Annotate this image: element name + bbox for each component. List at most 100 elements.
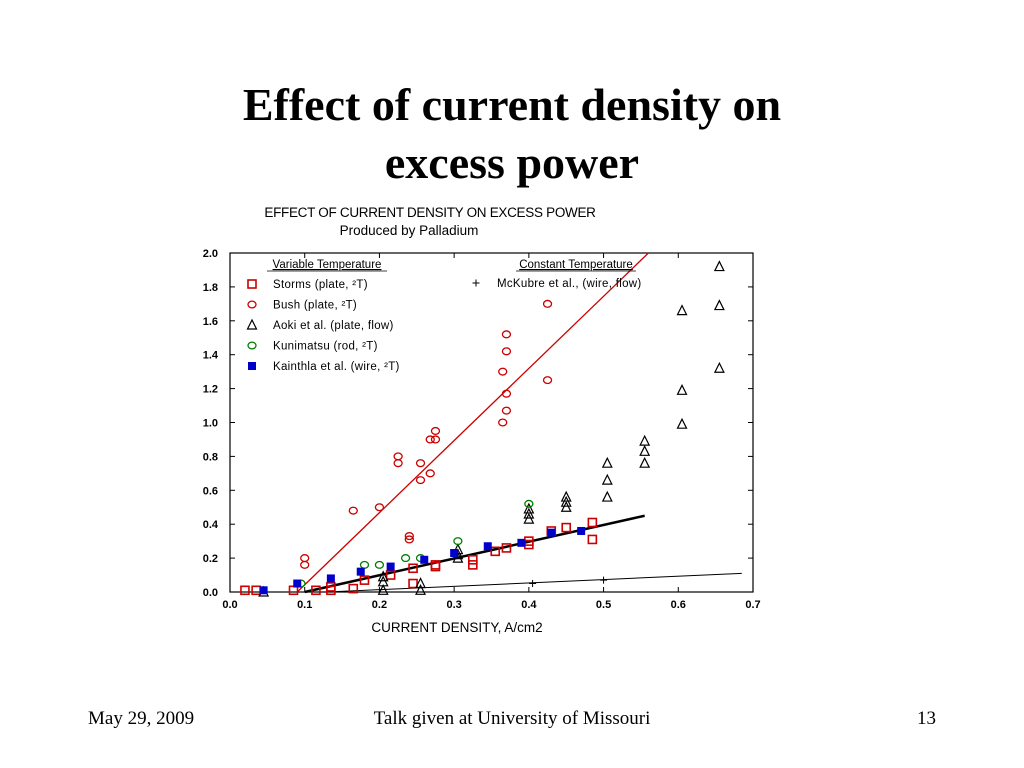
data-point xyxy=(400,554,411,563)
data-point xyxy=(561,522,572,533)
data-point xyxy=(468,554,478,565)
data-point xyxy=(587,517,598,528)
data-point xyxy=(601,456,613,468)
data-point xyxy=(251,585,261,596)
data-point xyxy=(415,476,426,485)
x-tick-label: 0.6 xyxy=(671,599,686,611)
data-point xyxy=(577,526,586,535)
legend-heading: Constant Temperature xyxy=(519,259,633,271)
data-point xyxy=(498,418,508,427)
data-point xyxy=(356,567,365,576)
data-point xyxy=(311,585,321,596)
data-point xyxy=(639,456,651,468)
data-point xyxy=(547,528,556,537)
slide-title-line-1: Effect of current density on xyxy=(242,79,782,130)
data-point xyxy=(300,554,310,563)
data-point xyxy=(560,490,572,502)
data-point xyxy=(676,417,688,429)
x-tick-label: 0.4 xyxy=(521,599,537,611)
data-point xyxy=(676,304,688,316)
fit-line xyxy=(304,514,645,594)
data-point xyxy=(393,459,403,468)
y-tick-label: 1.4 xyxy=(203,350,219,362)
data-point xyxy=(385,570,396,580)
data-point xyxy=(452,551,464,563)
data-point xyxy=(587,534,598,545)
data-point xyxy=(240,585,250,596)
legend: Variable Temperature Constant Temperature… xyxy=(246,259,642,373)
x-tick-label: 0.1 xyxy=(297,599,312,611)
data-point xyxy=(483,542,492,551)
data-point xyxy=(453,537,463,546)
data-point xyxy=(501,543,512,553)
data-point xyxy=(501,347,512,356)
data-point xyxy=(529,580,537,588)
data-point xyxy=(490,546,501,557)
legend-marker xyxy=(472,279,480,287)
data-point xyxy=(600,576,608,584)
data-point xyxy=(348,583,359,594)
data-point xyxy=(542,299,553,308)
data-point xyxy=(430,561,441,572)
data-point xyxy=(501,330,512,339)
y-tick-label: 0.8 xyxy=(203,451,218,463)
data-point xyxy=(524,499,534,508)
fit-line xyxy=(296,252,649,593)
data-point xyxy=(501,406,512,415)
data-point xyxy=(468,560,478,570)
excess-power-chart: EFFECT OF CURRENT DENSITY ON EXCESS POWE… xyxy=(203,205,761,635)
chart-subtitle: Produced by Palladium xyxy=(340,223,479,238)
data-point xyxy=(377,570,389,582)
y-tick-label: 0.4 xyxy=(203,519,219,531)
data-point xyxy=(425,469,435,478)
data-point xyxy=(293,579,302,588)
y-tick-label: 0.2 xyxy=(203,553,218,565)
data-point xyxy=(348,506,358,515)
data-point xyxy=(415,583,426,595)
legend-label: Aoki et al. (plate, flow) xyxy=(273,320,394,332)
chart-title: EFFECT OF CURRENT DENSITY ON EXCESS POWE… xyxy=(264,205,596,220)
axis-ticks xyxy=(229,252,754,593)
data-point xyxy=(404,535,414,544)
x-tick-label: 0.5 xyxy=(596,599,611,611)
data-point xyxy=(377,583,389,595)
data-points xyxy=(240,260,725,597)
data-point xyxy=(386,562,395,571)
data-point xyxy=(498,367,508,376)
slide-title: Effect of current density on excess powe… xyxy=(0,76,1024,192)
fit-line xyxy=(327,572,742,593)
data-point xyxy=(374,503,385,512)
x-tick-labels: 0.0 0.1 0.2 0.3 0.4 0.5 0.6 0.7 xyxy=(222,599,760,611)
data-point xyxy=(601,490,613,502)
data-point xyxy=(601,473,613,485)
data-point xyxy=(408,578,418,589)
y-tick-label: 1.6 xyxy=(203,316,218,328)
footer-date: May 29, 2009 xyxy=(88,708,195,729)
y-tick-label: 1.2 xyxy=(203,384,218,396)
x-tick-label: 0.2 xyxy=(372,599,387,611)
data-point xyxy=(425,435,435,444)
data-point xyxy=(430,426,441,436)
data-point xyxy=(415,459,426,468)
legend-marker xyxy=(247,341,257,350)
y-tick-labels: 0.0 0.2 0.4 0.6 0.8 1.0 1.2 1.4 1.6 1.8 2.0 xyxy=(203,248,219,599)
legend-label: Storms (plate, ²T) xyxy=(273,279,368,291)
page-number: 13 xyxy=(917,708,936,729)
y-tick-label: 2.0 xyxy=(203,248,218,260)
data-point xyxy=(639,434,651,446)
data-point xyxy=(415,577,426,589)
legend-label: McKubre et al., (wire, flow) xyxy=(497,278,642,290)
data-point xyxy=(501,389,512,398)
y-tick-label: 1.0 xyxy=(203,418,218,430)
fit-lines xyxy=(296,252,742,594)
x-tick-label: 0.0 xyxy=(222,599,237,611)
legend-marker xyxy=(247,300,257,309)
legend-label: Kainthla et al. (wire, ²T) xyxy=(273,361,400,373)
legend-marker xyxy=(247,279,257,289)
y-tick-label: 0.0 xyxy=(203,587,218,599)
x-tick-label: 0.7 xyxy=(745,599,760,611)
data-point xyxy=(408,563,418,574)
data-point xyxy=(393,452,403,461)
data-point xyxy=(713,260,725,272)
slide-title-line-2: excess power xyxy=(384,137,640,188)
